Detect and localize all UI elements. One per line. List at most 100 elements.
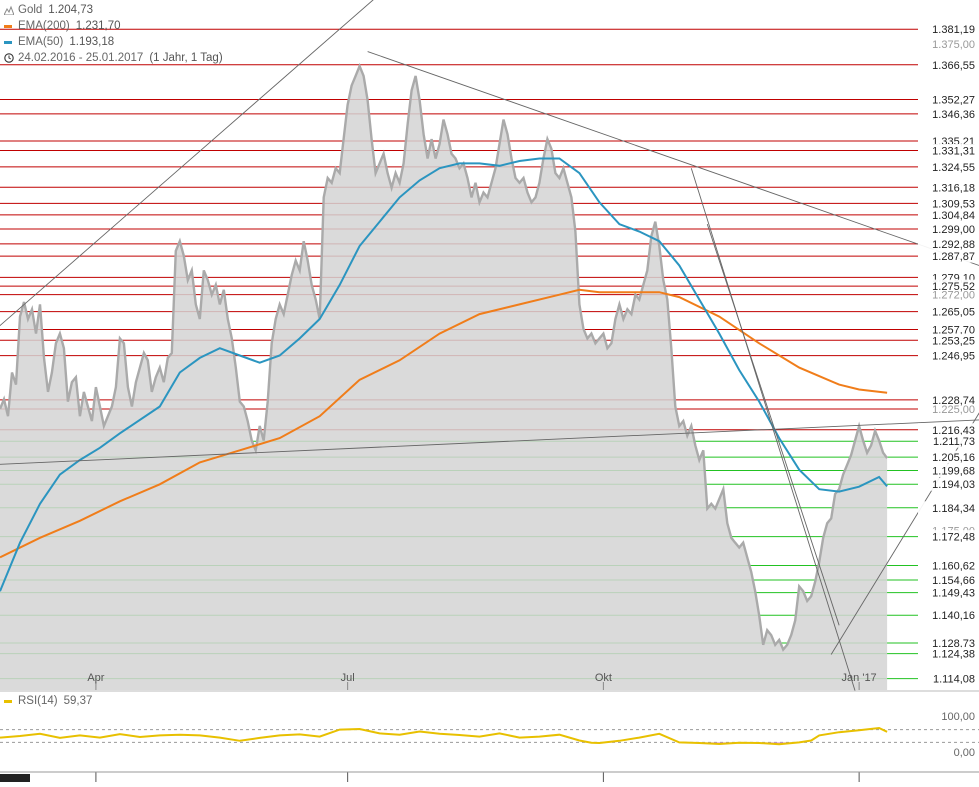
- y-tick-label: 1.292,88: [932, 239, 975, 251]
- x-tick-label: Jan '17: [842, 672, 877, 684]
- y-tick-label-bg: [918, 636, 979, 650]
- y-tick-label: 1.216,43: [932, 425, 975, 437]
- y-tick-label-bg: [918, 558, 979, 572]
- y-tick-label: 1.124,38: [932, 649, 975, 661]
- y-tick-label-bg: [918, 464, 979, 478]
- y-tick-label-bg: [918, 530, 979, 544]
- y-tick-label: 1.149,43: [932, 588, 975, 600]
- y-tick-label: 1.172,48: [932, 532, 975, 544]
- legend-ema50-label: EMA(50): [18, 36, 64, 48]
- y-tick-label-bg: [918, 349, 979, 363]
- legend-item-ema50[interactable]: EMA(50) 1.193,18: [4, 34, 223, 50]
- y-tick-label: 1.381,19: [932, 24, 975, 36]
- ema50-swatch: [4, 40, 12, 44]
- y-tick-label-bg: [918, 196, 979, 210]
- y-tick-label: 1.352,27: [932, 95, 975, 107]
- rsi-legend-label: RSI(14): [18, 695, 58, 707]
- y-tick-label-bg: [918, 450, 979, 464]
- x-tick-label: Jul: [341, 672, 355, 684]
- legend-period-range: 24.02.2016 - 25.01.2017: [18, 52, 144, 64]
- y-tick-label: 1.114,08: [933, 674, 975, 686]
- y-tick-label: 1.346,36: [932, 109, 975, 121]
- y-tick-label-bg: [918, 160, 979, 174]
- legend-ema200-value: 1.231,70: [75, 20, 121, 32]
- y-tick-label: 1.299,00: [932, 224, 975, 236]
- y-tick-label-bg: [918, 434, 979, 448]
- rsi-y-tick-label: 100,00: [941, 711, 975, 723]
- trendlines: [0, 0, 979, 692]
- legend-gold-value: 1.204,73: [48, 4, 94, 16]
- y-tick-label-bg: [918, 305, 979, 319]
- y-tick-label: 1.211,73: [933, 436, 975, 448]
- ema-series: [0, 157, 888, 592]
- rsi-legend-value: 59,37: [63, 695, 93, 707]
- y-tick-label-bg: [918, 333, 979, 347]
- y-tick-label-bg: [918, 22, 979, 36]
- y-tick-label: 1.272,00: [932, 290, 975, 302]
- y-tick-label: 1.160,62: [932, 560, 975, 572]
- legend-period-interval: (1 Jahr, 1 Tag): [149, 52, 223, 64]
- legend-item-ema200[interactable]: EMA(200) 1.231,70: [4, 18, 223, 34]
- ema200-swatch: [4, 24, 12, 28]
- y-tick-label-bg: [918, 477, 979, 491]
- y-tick-label-bg: [918, 279, 979, 293]
- y-tick-label-bg: [918, 586, 979, 600]
- y-tick-label-bg: [918, 672, 979, 686]
- y-tick-label: 1.184,34: [932, 503, 975, 515]
- y-tick-label: 1.194,03: [932, 479, 975, 491]
- trendline: [0, 0, 374, 327]
- x-axis-tick-labels: Apr Jul Okt Jan '17: [87, 672, 877, 782]
- y-tick-label: 1.275,52: [932, 281, 975, 293]
- price-area-series: [0, 62, 889, 691]
- y-tick-label-bg: [918, 58, 979, 72]
- y-tick-label-bg: [918, 423, 979, 437]
- y-tick-label: 1.265,05: [932, 307, 975, 319]
- y-tick-label: 1.309,53: [932, 198, 975, 210]
- y-tick-label-bg: [918, 237, 979, 251]
- y-tick-label: 1.304,84: [932, 210, 975, 222]
- y-tick-label-bg: [918, 647, 979, 661]
- ema200-line: [0, 288, 888, 559]
- y-tick-label: 1.140,16: [932, 610, 975, 622]
- y-tick-label: 1.199,68: [932, 466, 975, 478]
- trendline: [0, 419, 979, 465]
- y-tick-label: 1.128,73: [932, 638, 975, 650]
- rsi-line: [0, 726, 888, 746]
- gold-price-line: [0, 62, 889, 652]
- rsi-swatch: [4, 699, 12, 703]
- y-tick-label-bg: [918, 107, 979, 121]
- x-tick-label: Apr: [87, 672, 104, 684]
- rsi-legend[interactable]: RSI(14) 59,37: [4, 695, 92, 707]
- rsi-y-tick-label: 0,00: [954, 747, 975, 759]
- rsi-panel: 100,00 0,00: [0, 690, 979, 782]
- legend-period: 24.02.2016 - 25.01.2017 (1 Jahr, 1 Tag): [4, 50, 223, 66]
- y-tick-label: 1.331,31: [932, 145, 975, 157]
- y-tick-label: 1.205,16: [932, 452, 975, 464]
- y-tick-label: 1.287,87: [932, 251, 975, 263]
- y-tick-label-bg: [918, 143, 979, 157]
- y-tick-label-bg: [918, 180, 979, 194]
- y-tick-label-bg: [918, 222, 979, 236]
- y-tick-label-bg: [918, 393, 979, 407]
- y-tick-label: 1.324,55: [932, 162, 975, 174]
- y-tick-label: 1.246,95: [932, 351, 975, 363]
- legend-gold-label: Gold: [18, 4, 43, 16]
- y-tick-label: 1.375,00: [932, 39, 975, 51]
- legend-ema50-value: 1.193,18: [69, 36, 115, 48]
- y-tick-label-bg: [918, 608, 979, 622]
- y-tick-label-bg: [918, 322, 979, 336]
- y-tick-label-bg: [918, 501, 979, 515]
- y-tick-label: 1.154,66: [932, 575, 975, 587]
- main-legend: Gold 1.204,73 EMA(200) 1.231,70 EMA(50) …: [4, 2, 223, 66]
- y-axis-tick-labels: 1.381,19 1.375,00 1.366,55 1.352,27 1.346,36…: [918, 22, 979, 686]
- y-tick-label: 1.228,74: [932, 395, 975, 407]
- y-tick-label: 1.366,55: [932, 60, 975, 72]
- legend-item-gold[interactable]: Gold 1.204,73: [4, 2, 223, 18]
- mountain-icon: [4, 5, 14, 15]
- gold-price-area: [0, 66, 888, 691]
- y-tick-label-bg: [918, 573, 979, 587]
- ema50-line: [0, 157, 888, 592]
- y-tick-label-bg: [918, 208, 979, 222]
